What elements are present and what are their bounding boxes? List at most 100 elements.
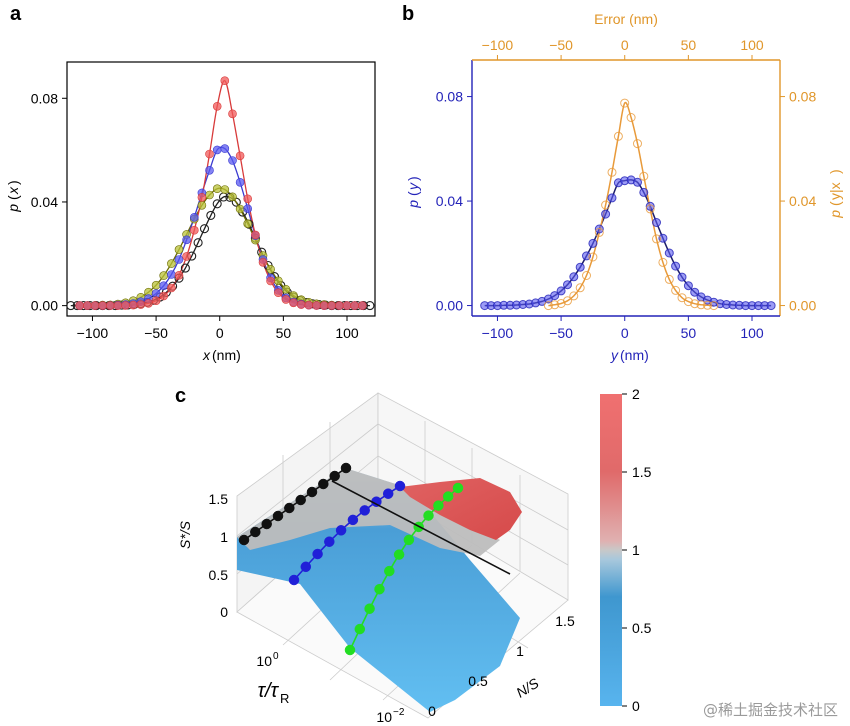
- panel-b-point: [633, 177, 642, 187]
- panel-b-ylabel-right-var: y|x: [827, 182, 843, 200]
- panel-b-point: [690, 299, 700, 309]
- panel-c-point-black: [329, 470, 340, 482]
- panel-a-point-blue: [174, 255, 184, 264]
- panel-c-line-black: [243, 467, 347, 541]
- panel-b-point: [671, 261, 681, 271]
- panel-b-point: [626, 113, 636, 122]
- panel-a-point-blue: [235, 178, 245, 187]
- panel-b-ytick-left-label: 0.00: [436, 298, 463, 314]
- panel-b-point: [652, 218, 661, 227]
- panel-c-point-green: [433, 500, 444, 511]
- panel-b-point: [594, 227, 604, 237]
- panel-a-point-olive: [174, 245, 184, 254]
- panel-a-point-red: [113, 301, 123, 310]
- panel-b-point: [677, 272, 687, 282]
- panel-a-point-olive: [266, 264, 275, 274]
- panel-b-xtick-label: −50: [549, 325, 573, 341]
- panel-c-xtick-label: 1: [516, 643, 524, 659]
- panel-c-point-green: [344, 644, 356, 656]
- panel-b-top-xtick-label: −100: [482, 37, 514, 53]
- panel-c-ytick-exponent: 0: [273, 651, 279, 662]
- panel-c-ztick-label: 0: [220, 604, 228, 620]
- panel-a-point-olive: [151, 280, 161, 290]
- panel-a-point-red: [159, 291, 168, 301]
- panel-a-point-blue: [220, 144, 230, 153]
- panel-a-point-red: [83, 301, 92, 310]
- panel-c-point-blue: [288, 574, 300, 586]
- panel-b-point: [677, 293, 687, 303]
- panel-b-ylabel-left-open: (: [405, 191, 421, 196]
- panel-a-ylabel-p: p: [5, 204, 21, 213]
- panel-c-point-black: [250, 526, 261, 538]
- panel-b-ylabel-right-p: p: [827, 210, 843, 219]
- panel-b-point: [594, 224, 604, 234]
- panel-c-xlabel: N/S: [513, 674, 542, 700]
- panel-b-point: [563, 296, 572, 306]
- panel-c-point-green: [393, 549, 405, 560]
- panel-c-ylabel-tau: τ/τ: [257, 680, 279, 702]
- panel-c-point-blue: [335, 525, 347, 536]
- panel-b-letter: b: [402, 3, 414, 25]
- panel-c-xtick-label: 1.5: [555, 613, 575, 629]
- panel-c-point-black: [318, 478, 329, 490]
- panel-a-point-black: [193, 238, 203, 248]
- panel-b-point: [645, 201, 655, 211]
- panel-c-point-green: [374, 583, 385, 595]
- panel-b-point: [703, 300, 712, 310]
- panel-a-point-blue: [205, 166, 214, 175]
- panel-a-xtick-label: 0: [216, 325, 224, 341]
- panel-b-ytick-right-label: 0.04: [789, 193, 816, 209]
- panel-a-point-red: [167, 283, 176, 293]
- colorbar-tick-label: 2: [632, 386, 640, 402]
- panel-a-frame: [66, 61, 376, 317]
- panel-b-point: [582, 271, 591, 280]
- panel-c-xtick-label: 0.5: [468, 673, 488, 689]
- panel-a-point-red: [205, 149, 214, 159]
- panel-a-point-black: [212, 199, 222, 209]
- panel-a-point-red: [128, 300, 138, 310]
- panel-a-point-olive: [228, 192, 237, 202]
- panel-b-point: [601, 209, 611, 219]
- panel-c-point-blue: [347, 514, 359, 526]
- panel-c-ztick-label: 1.5: [209, 491, 229, 507]
- panel-b-point: [664, 274, 674, 284]
- panel-a-point-red: [90, 301, 100, 310]
- panel-a-point-red: [335, 301, 344, 310]
- panel-b-top-xtick-label: −50: [549, 37, 573, 53]
- panel-b-point: [639, 171, 649, 181]
- panel-b-point: [664, 248, 674, 258]
- panel-b-point: [601, 200, 611, 210]
- panel-a-xtick-label: −50: [144, 325, 168, 341]
- panel-a-point-red: [312, 301, 321, 310]
- panel-b-xtick-label: 0: [621, 325, 629, 341]
- panel-a-point-olive: [273, 276, 283, 286]
- panel-b-top-xtick-label: 100: [740, 37, 764, 53]
- panel-a-point-blue: [228, 156, 237, 165]
- panel-a-point-red: [75, 301, 84, 310]
- panel-a-ylabel-close: ): [5, 180, 21, 185]
- panel-a-point-olive: [197, 201, 207, 210]
- panel-c-point-green: [423, 510, 434, 521]
- panel-a-point-olive: [167, 259, 176, 268]
- panel-a-point-blue: [212, 145, 222, 155]
- panel-c-point-black: [295, 494, 306, 506]
- panel-a-xlabel-var: x: [202, 347, 211, 363]
- panel-b-point: [556, 286, 566, 296]
- panel-a-point-black: [206, 210, 216, 220]
- colorbar-tick-label: 0: [632, 698, 640, 714]
- panel-a-point-blue: [243, 204, 252, 213]
- panel-a-point-blue: [159, 281, 168, 291]
- panel-c-point-green: [364, 603, 375, 614]
- panel-a-ylabel-open: (: [5, 195, 21, 200]
- panel-b-fit-p(y|x): [548, 101, 714, 307]
- panel-c-point-black: [340, 462, 352, 474]
- panel-a-point-red: [266, 276, 275, 286]
- panel-a-point-red: [228, 109, 237, 119]
- panel-b-ylabel-left-close: ): [405, 176, 421, 181]
- panel-a-point-red: [121, 301, 130, 310]
- panel-b-point: [671, 285, 681, 295]
- panel-a-point-red: [197, 193, 207, 202]
- panel-a-point-red: [174, 270, 184, 280]
- colorbar-tick-label: 0.5: [632, 620, 652, 636]
